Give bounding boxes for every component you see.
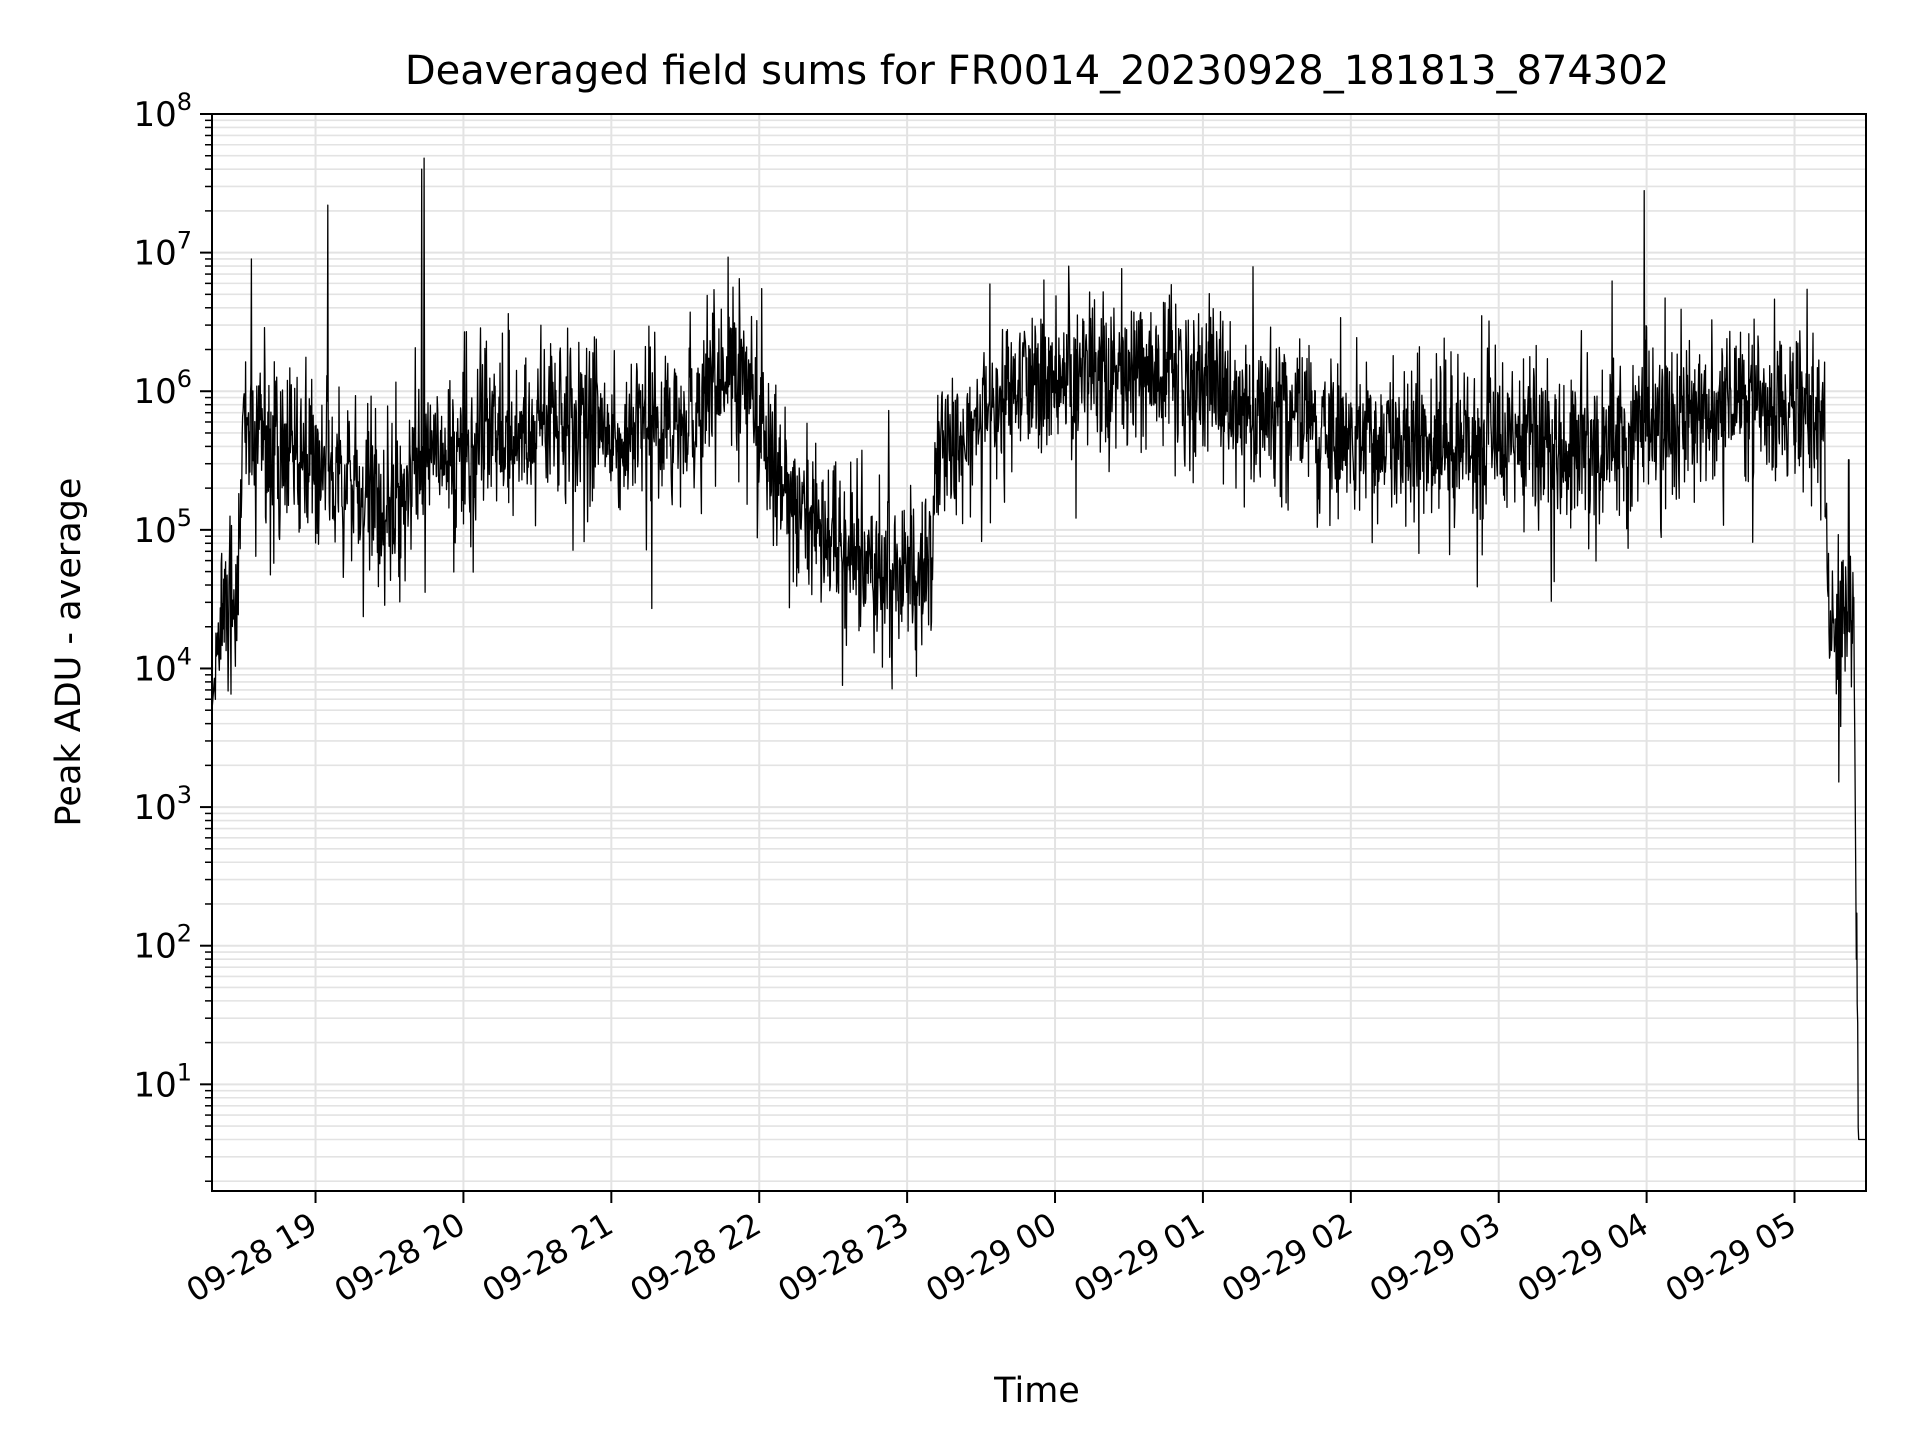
y-tick-label: 107 xyxy=(133,227,192,274)
y-tick-label: 103 xyxy=(133,781,192,828)
grid xyxy=(212,114,1866,1191)
y-axis-label: Peak ADU - average xyxy=(49,478,89,827)
y-tick-label: 101 xyxy=(133,1058,192,1105)
y-tick-label: 104 xyxy=(133,642,192,689)
y-tick-label: 108 xyxy=(133,88,192,135)
x-axis-label: Time xyxy=(993,1371,1080,1411)
y-tick-label: 105 xyxy=(133,504,192,551)
series-line xyxy=(211,157,1867,1141)
y-tick-label: 102 xyxy=(133,920,192,967)
y-axis: 101 102 103 104 105 106 107 108 xyxy=(133,88,212,1182)
chart-title: Deaveraged field sums for FR0014_2023092… xyxy=(405,48,1669,94)
plot-frame xyxy=(211,113,1867,1192)
y-tick-label: 106 xyxy=(133,365,192,412)
series-path xyxy=(211,157,1867,1141)
